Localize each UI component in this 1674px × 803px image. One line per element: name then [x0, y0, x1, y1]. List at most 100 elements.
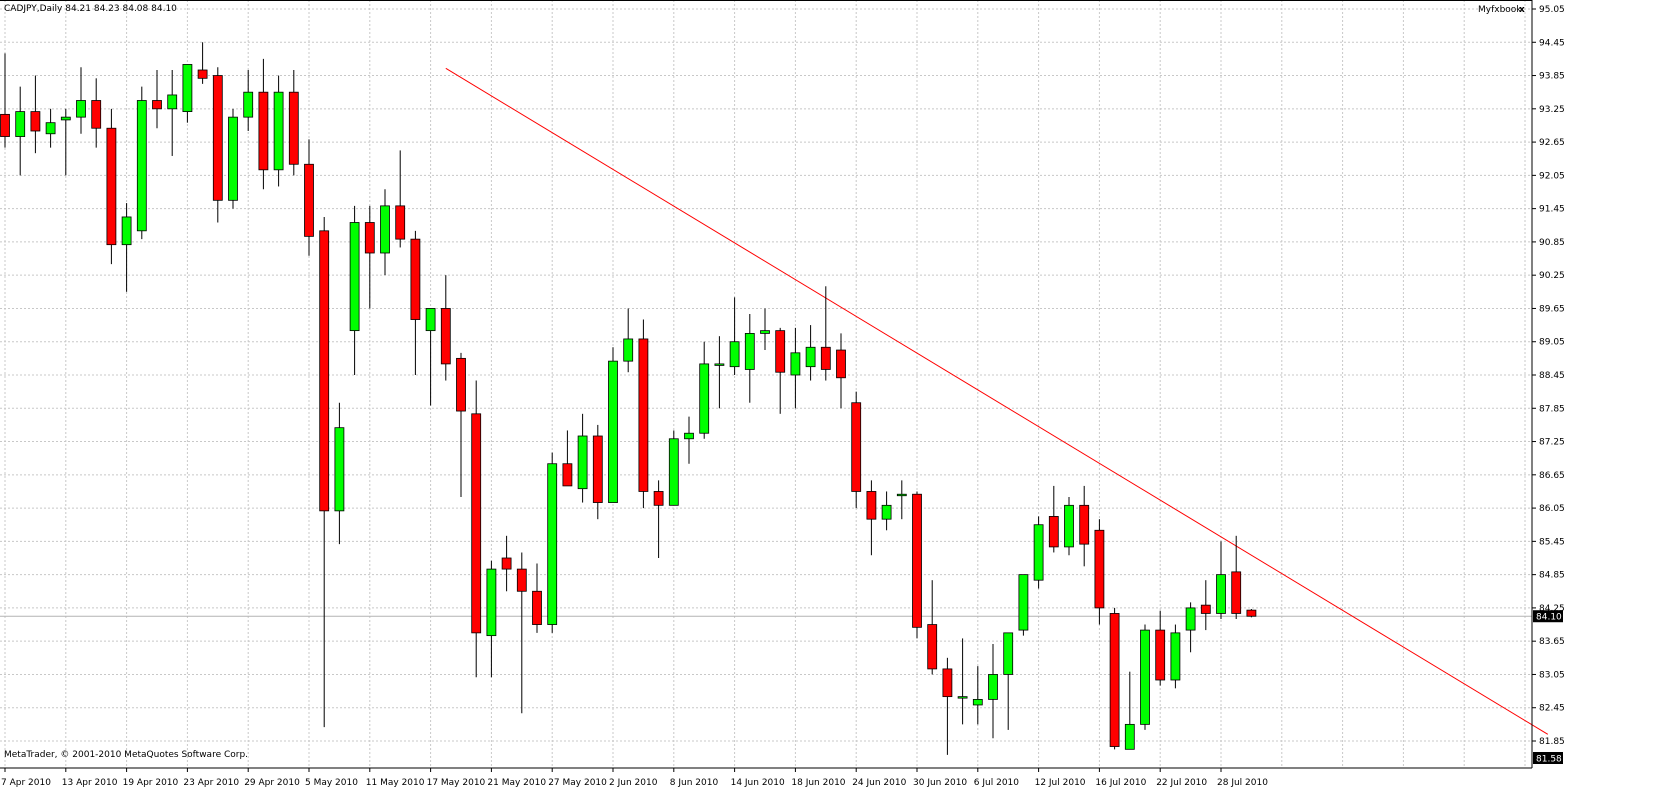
candle-body — [243, 91, 254, 118]
candle-body — [456, 357, 466, 412]
candle-body — [1216, 574, 1226, 614]
candle-body — [1124, 723, 1135, 750]
candle-body — [912, 493, 922, 628]
price-label: 90.85 — [1539, 238, 1565, 248]
date-label: 28 Jul 2010 — [1217, 778, 1268, 788]
date-label: 12 Jul 2010 — [1035, 778, 1086, 788]
candle-body — [410, 238, 421, 320]
candle-body — [121, 216, 132, 246]
candle — [562, 430, 573, 487]
candle-body — [30, 111, 41, 132]
bottom-price-box — [1533, 752, 1563, 764]
candle-body — [972, 699, 983, 706]
candle — [106, 108, 117, 265]
candle — [1109, 607, 1120, 750]
candle-body — [805, 346, 816, 368]
price-label: 93.25 — [1539, 105, 1565, 115]
candle — [714, 336, 725, 409]
candle — [1064, 497, 1074, 556]
candle-body — [896, 493, 907, 497]
candle-body — [60, 116, 71, 121]
candle-body — [91, 100, 102, 129]
candle-body — [440, 308, 451, 365]
candle-body — [1231, 571, 1242, 614]
date-label: 17 May 2010 — [427, 778, 486, 788]
candle — [304, 139, 314, 256]
candle-body — [1003, 632, 1014, 675]
candle — [1033, 516, 1044, 589]
candle-body — [15, 111, 26, 137]
date-label: 6 Jul 2010 — [974, 778, 1019, 788]
indicator-label: Myfxbook — [1478, 5, 1522, 15]
candle-body — [486, 568, 497, 637]
candle — [197, 42, 208, 84]
close-icon[interactable]: x — [1519, 5, 1525, 15]
candle-body — [1109, 613, 1120, 747]
date-label: 2 Jun 2010 — [609, 778, 658, 788]
price-label: 90.25 — [1539, 271, 1565, 281]
price-label: 83.05 — [1539, 670, 1565, 680]
candle-body — [820, 346, 831, 370]
candle-body — [1246, 609, 1257, 617]
candle-body — [592, 435, 603, 503]
candle — [820, 286, 831, 381]
plot-area — [0, 0, 1532, 768]
candle — [121, 203, 132, 292]
candle — [440, 275, 451, 381]
candle — [1200, 580, 1211, 631]
candle-body — [152, 100, 162, 110]
candle — [623, 308, 634, 373]
candle — [76, 67, 86, 134]
date-label: 7 Apr 2010 — [1, 778, 51, 788]
date-label: 23 Apr 2010 — [183, 778, 239, 788]
price-label: 87.25 — [1539, 438, 1565, 448]
candle — [334, 402, 345, 545]
candle — [395, 150, 406, 248]
candle — [805, 325, 816, 381]
candle-body — [668, 438, 679, 506]
candle — [1246, 609, 1257, 618]
candle — [152, 70, 162, 129]
date-label: 18 Jun 2010 — [791, 778, 845, 788]
date-label: 29 Apr 2010 — [244, 778, 300, 788]
candle-body — [0, 113, 10, 137]
candle-body — [212, 75, 223, 201]
candle — [866, 480, 877, 556]
candle-body — [136, 100, 147, 232]
price-label: 91.45 — [1539, 205, 1565, 215]
date-label: 27 May 2010 — [548, 778, 607, 788]
candle — [45, 108, 56, 148]
trendline-segment — [445, 67, 1549, 735]
candle — [516, 552, 527, 714]
candle — [1003, 632, 1014, 730]
price-label: 86.65 — [1539, 471, 1565, 481]
candle — [1216, 541, 1226, 619]
candle — [592, 424, 603, 520]
candle — [927, 580, 938, 675]
candle — [60, 108, 71, 176]
candle — [684, 416, 694, 464]
candle-body — [744, 333, 755, 370]
price-label: 95.05 — [1539, 5, 1565, 15]
candle-body — [988, 674, 998, 700]
candle-body — [1048, 516, 1059, 548]
candle — [501, 535, 512, 592]
candle-body — [1185, 607, 1196, 631]
candle — [790, 327, 801, 409]
candle-body — [380, 205, 390, 254]
price-label: 92.65 — [1539, 138, 1565, 148]
candle — [668, 430, 679, 506]
candle — [243, 70, 254, 131]
date-label: 5 May 2010 — [305, 778, 358, 788]
candle — [1231, 535, 1242, 619]
trendline[interactable] — [445, 67, 1549, 735]
price-label: 82.45 — [1539, 704, 1565, 714]
date-label: 21 May 2010 — [487, 778, 546, 788]
date-label: 30 Jun 2010 — [913, 778, 967, 788]
axes: 95.05 94.45 93.85 93.25 92.65 92.05 91.45 90.85… — [0, 0, 1565, 788]
candle-body — [684, 432, 694, 440]
candle-body — [1140, 629, 1150, 725]
candle-body — [532, 590, 542, 625]
